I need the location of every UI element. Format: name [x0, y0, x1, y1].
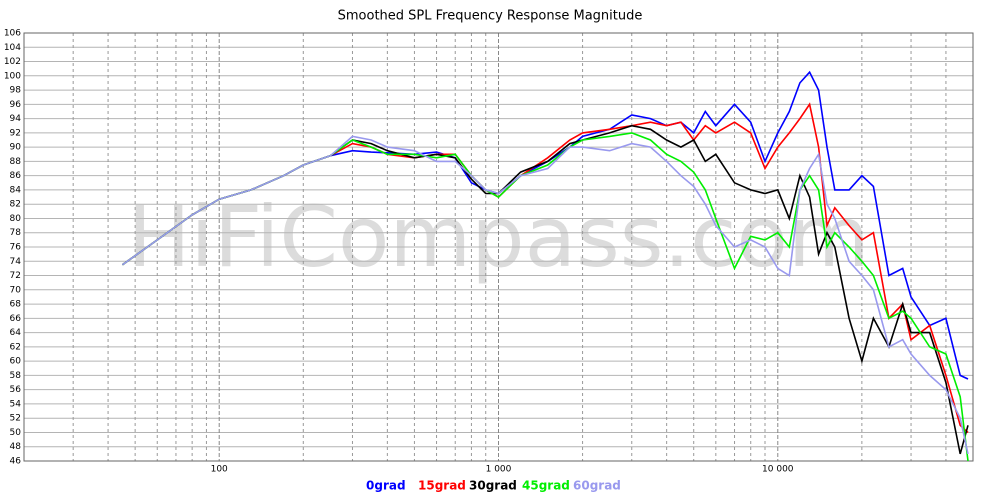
- legend-label: 60grad: [573, 479, 621, 493]
- y-tick-label: 102: [4, 57, 21, 67]
- y-tick-label: 88: [10, 157, 22, 167]
- y-tick-label: 104: [4, 43, 21, 53]
- y-tick-label: 52: [10, 414, 21, 424]
- plot-frame: [23, 32, 974, 462]
- y-tick-label: 84: [10, 185, 22, 195]
- y-tick-label: 80: [10, 214, 22, 224]
- y-tick-label: 54: [10, 399, 22, 409]
- x-tick-label: 10 000: [762, 465, 794, 475]
- y-tick-label: 70: [10, 285, 22, 295]
- y-tick-label: 72: [10, 271, 21, 281]
- legend-label: 0grad: [366, 479, 406, 493]
- y-tick-label: 82: [10, 200, 21, 210]
- y-tick-label: 78: [10, 228, 22, 238]
- y-tick-label: 98: [10, 86, 22, 96]
- y-tick-label: 86: [10, 171, 22, 181]
- x-tick-label: 1 000: [486, 465, 512, 475]
- y-tick-label: 100: [4, 71, 21, 81]
- y-tick-label: 60: [10, 357, 22, 367]
- y-tick-label: 58: [10, 371, 22, 381]
- legend-label: 30grad: [469, 479, 517, 493]
- series-line: [121, 132, 969, 461]
- x-tick-label: 100: [211, 465, 228, 475]
- y-tick-label: 56: [10, 385, 22, 395]
- y-tick-label: 68: [10, 300, 22, 310]
- y-tick-label: 94: [10, 114, 22, 124]
- y-tick-label: 96: [10, 100, 22, 110]
- y-tick-label: 64: [10, 328, 22, 338]
- legend-label: 15grad: [418, 479, 466, 493]
- y-tick-label: 74: [10, 257, 22, 267]
- legend-label: 45grad: [522, 479, 570, 493]
- y-tick-label: 62: [10, 342, 21, 352]
- y-tick-label: 90: [10, 143, 22, 153]
- y-tick-label: 106: [4, 29, 21, 39]
- series-line: [121, 102, 969, 434]
- y-tick-label: 66: [10, 314, 22, 324]
- y-tick-label: 76: [10, 243, 22, 253]
- chart-title: Smoothed SPL Frequency Response Magnitud…: [338, 9, 643, 24]
- series-line: [121, 135, 969, 455]
- y-tick-label: 46: [10, 457, 22, 467]
- y-tick-label: 50: [10, 428, 22, 438]
- y-tick-label: 48: [10, 442, 22, 452]
- y-tick-label: 92: [10, 128, 21, 138]
